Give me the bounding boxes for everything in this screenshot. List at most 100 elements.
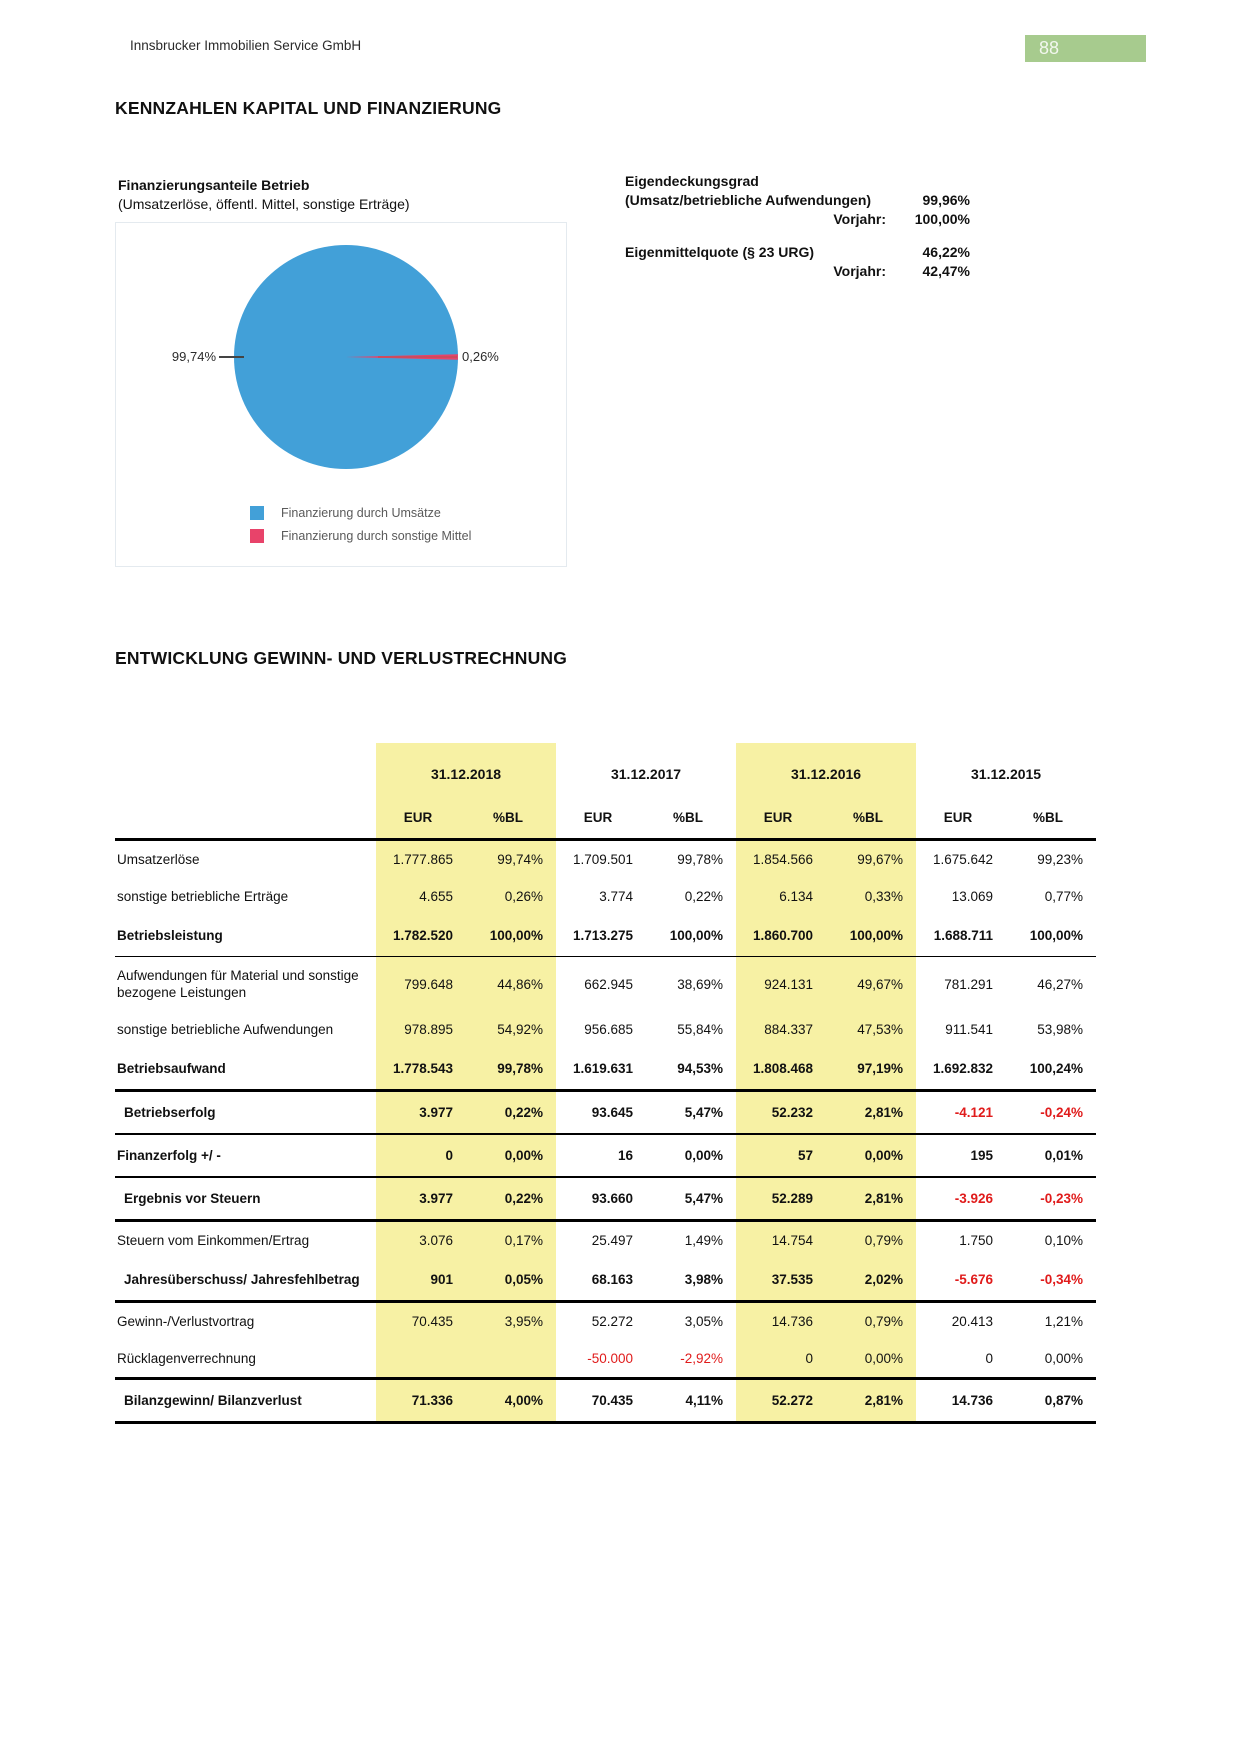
- cell-value: 0,00%: [864, 1148, 904, 1163]
- col-header-eur: EUR: [763, 810, 793, 825]
- cell-value: 55,84%: [677, 1022, 724, 1037]
- cell-value: 0,26%: [504, 889, 544, 904]
- vorjahr-label: Vorjahr:: [833, 263, 886, 279]
- cell-value: 0: [985, 1351, 994, 1366]
- cell-value: 0,79%: [864, 1233, 904, 1248]
- table-row: Betriebserfolg 3.977 0,22% 93.645 5,47% 52.23…: [115, 1091, 1097, 1134]
- cell-value: [376, 1340, 466, 1379]
- cell-value: 3.774: [599, 889, 634, 904]
- table-row: Ergebnis vor Steuern 3.977 0,22% 93.660 5,47…: [115, 1177, 1097, 1221]
- legend-label: Finanzierung durch Umsätze: [281, 506, 441, 520]
- cell-value: 4.655: [419, 889, 453, 904]
- year-header: 31.12.2017: [610, 766, 682, 782]
- page-number-badge: 88: [1025, 35, 1146, 62]
- cell-value: 195: [970, 1148, 994, 1163]
- cell-value: 20.413: [951, 1314, 994, 1329]
- cell-value: 54,92%: [497, 1022, 544, 1037]
- cell-value: 100,00%: [1029, 928, 1084, 943]
- cell-value: 71.336: [411, 1393, 453, 1408]
- pie-chart-svg: [219, 245, 458, 469]
- cell-value: -2,92%: [680, 1351, 724, 1366]
- row-label: Jahresüberschuss/ Jahresfehlbetrag: [124, 1272, 360, 1287]
- section-title-guv: ENTWICKLUNG GEWINN- UND VERLUSTRECHNUNG: [115, 648, 568, 668]
- cell-value: 1,49%: [684, 1233, 724, 1248]
- table-row: Rücklagenverrechnung -50.000 -2,92% 0 0,00% 0…: [115, 1340, 1097, 1379]
- cell-value: -0,34%: [1040, 1272, 1084, 1287]
- row-label: Rücklagenverrechnung: [117, 1351, 256, 1366]
- cell-value: -0,23%: [1040, 1191, 1084, 1206]
- key-metrics: Eigendeckungsgrad (Umsatz/betriebliche A…: [625, 172, 970, 281]
- col-header-eur: EUR: [943, 810, 973, 825]
- section-title-kennzahlen: KENNZAHLEN KAPITAL UND FINANZIERUNG: [115, 98, 502, 118]
- cell-value: 924.131: [764, 976, 814, 992]
- cell-value: 5,47%: [684, 1105, 724, 1120]
- row-label: Betriebsaufwand: [117, 1061, 226, 1076]
- cell-value: 884.337: [764, 1022, 814, 1037]
- cell-value: 1.688.711: [933, 928, 994, 943]
- cell-value: 16: [617, 1148, 634, 1163]
- table-row: Umsatzerlöse 1.777.865 99,74% 1.709.501 99,7…: [115, 840, 1096, 879]
- table-row: Betriebsleistung 1.782.520 100,00% 1.713.27…: [115, 915, 1097, 957]
- cell-value: 0,00%: [504, 1148, 544, 1163]
- cell-value: 93.645: [591, 1105, 634, 1120]
- cell-value: 3.977: [419, 1191, 453, 1206]
- cell-value: 799.648: [404, 976, 453, 992]
- col-header-eur: EUR: [583, 810, 613, 825]
- cell-value: 94,53%: [677, 1061, 724, 1076]
- cell-value: 99,67%: [857, 852, 904, 867]
- pie-chart: 99,74% 0,26% Finanzierung durch Umsätze …: [115, 222, 567, 567]
- cell-value: 4,11%: [685, 1393, 724, 1408]
- year-header: 31.12.2016: [791, 766, 862, 782]
- cell-value: 901: [430, 1272, 453, 1287]
- cell-value: 53,98%: [1037, 1022, 1084, 1037]
- cell-value: 99,78%: [497, 1061, 544, 1076]
- vorjahr-value: 100,00%: [914, 211, 970, 227]
- empty-corner-cell: [115, 743, 376, 784]
- table-row: Gewinn-/Verlustvortrag 70.435 3,95% 52.272 3…: [115, 1302, 1096, 1341]
- cell-value: 1.692.832: [932, 1061, 994, 1076]
- cell-value: 52.272: [771, 1393, 814, 1408]
- legend-item-sonstige-mittel: Finanzierung durch sonstige Mittel: [250, 529, 471, 543]
- cell-value: 52.272: [591, 1314, 634, 1329]
- cell-value: 2,81%: [864, 1105, 904, 1120]
- cell-value: 100,00%: [849, 928, 904, 943]
- row-label: sonstige betriebliche Erträge: [117, 889, 289, 904]
- pl-table-body: Umsatzerlöse 1.777.865 99,74% 1.709.501 99,7…: [115, 840, 1097, 1423]
- year-header: 31.12.2015: [971, 766, 1042, 782]
- cell-value: 911.541: [945, 1022, 994, 1037]
- cell-value: 57: [798, 1148, 814, 1163]
- row-label: sonstige betriebliche Aufwendungen: [117, 1022, 334, 1037]
- cell-value: 1.854.566: [752, 852, 814, 867]
- cell-value: 97,19%: [857, 1061, 904, 1076]
- cell-value: 14.754: [771, 1233, 814, 1248]
- cell-value: 5,47%: [684, 1191, 724, 1206]
- cell-value: 3,95%: [504, 1314, 544, 1329]
- subheader-row: EUR %BL EUR %BL EUR %BL EUR %BL: [115, 784, 1097, 840]
- cell-value: 0,87%: [1044, 1393, 1084, 1408]
- cell-value: -0,24%: [1040, 1105, 1084, 1120]
- cell-value: 3,98%: [684, 1272, 724, 1287]
- cell-value: 46,27%: [1037, 976, 1084, 992]
- cell-value: 0,00%: [684, 1148, 724, 1163]
- row-label: Bilanzgewinn/ Bilanzverlust: [124, 1393, 302, 1408]
- pie-chart-subtitle: (Umsatzerlöse, öffentl. Mittel, sonstige…: [118, 196, 410, 212]
- cell-value: 93.660: [591, 1191, 634, 1206]
- cell-value: 0,33%: [864, 889, 904, 904]
- cell-value: 99,23%: [1037, 852, 1084, 867]
- cell-value: -4.121: [954, 1105, 994, 1120]
- cell-value: 100,00%: [489, 928, 544, 943]
- row-label: Betriebsleistung: [117, 928, 223, 943]
- cell-value: 44,86%: [497, 976, 544, 992]
- cell-value: 0: [805, 1351, 814, 1366]
- pie-data-label-right: 0,26%: [462, 349, 499, 364]
- row-label: Finanzerfolg +/ -: [117, 1148, 221, 1163]
- cell-value: 0,22%: [504, 1105, 544, 1120]
- table-row: sonstige betriebliche Aufwendungen 978.89…: [115, 1011, 1096, 1048]
- cell-value: 978.895: [404, 1022, 453, 1037]
- col-header-pbl: %BL: [493, 810, 523, 825]
- cell-value: 956.685: [584, 1022, 634, 1037]
- company-name: Innsbrucker Immobilien Service GmbH: [130, 38, 362, 53]
- cell-value: 1,21%: [1044, 1314, 1084, 1329]
- col-header-pbl: %BL: [1033, 810, 1064, 825]
